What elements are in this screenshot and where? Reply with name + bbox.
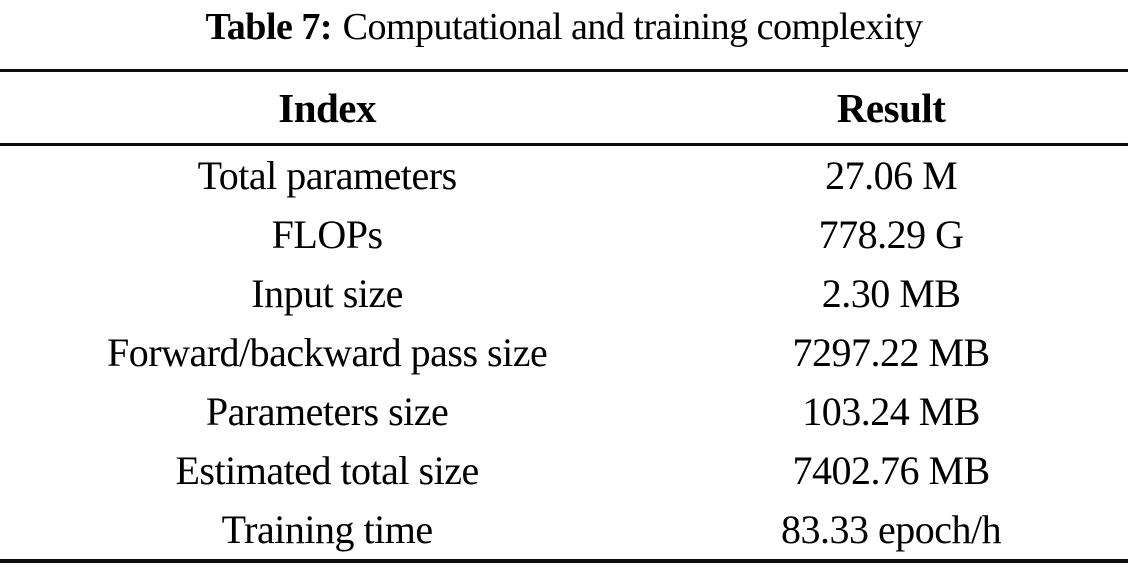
complexity-table: Index Result Total parameters 27.06 M FL… — [0, 69, 1128, 563]
table-caption-text: Computational and training complexity — [342, 6, 923, 48]
cell-index: Parameters size — [205, 389, 449, 434]
cell-result: 27.06 M — [825, 153, 958, 198]
table-caption: Table 7: Computational and training compl… — [0, 0, 1128, 50]
table-row: Forward/backward pass size 7297.22 MB — [0, 323, 1128, 382]
cell-index: Training time — [221, 507, 433, 552]
table-row: Parameters size 103.24 MB — [0, 382, 1128, 441]
cell-result: 103.24 MB — [802, 389, 980, 434]
cell-index: Input size — [251, 271, 403, 316]
table-header-row: Index Result — [0, 70, 1128, 146]
cell-index: Estimated total size — [175, 448, 479, 493]
cell-result: 83.33 epoch/h — [781, 507, 1002, 552]
cell-result: 7402.76 MB — [792, 448, 990, 493]
table-body: Total parameters 27.06 M FLOPs 778.29 G … — [0, 145, 1128, 562]
column-header-result: Result — [654, 70, 1128, 146]
table-row: Training time 83.33 epoch/h — [0, 500, 1128, 561]
table-row: Total parameters 27.06 M — [0, 145, 1128, 206]
cell-index: FLOPs — [271, 212, 383, 257]
table-row: Input size 2.30 MB — [0, 264, 1128, 323]
cell-index: Total parameters — [197, 153, 458, 198]
cell-index: Forward/backward pass size — [107, 330, 548, 375]
table-row: Estimated total size 7402.76 MB — [0, 441, 1128, 500]
table-caption-label: Table 7: — [205, 6, 333, 48]
cell-result: 778.29 G — [818, 212, 964, 257]
column-header-index: Index — [0, 70, 655, 146]
cell-result: 7297.22 MB — [792, 330, 990, 375]
cell-result: 2.30 MB — [821, 271, 961, 316]
table-header: Index Result — [0, 70, 1128, 146]
table-row: FLOPs 778.29 G — [0, 205, 1128, 264]
